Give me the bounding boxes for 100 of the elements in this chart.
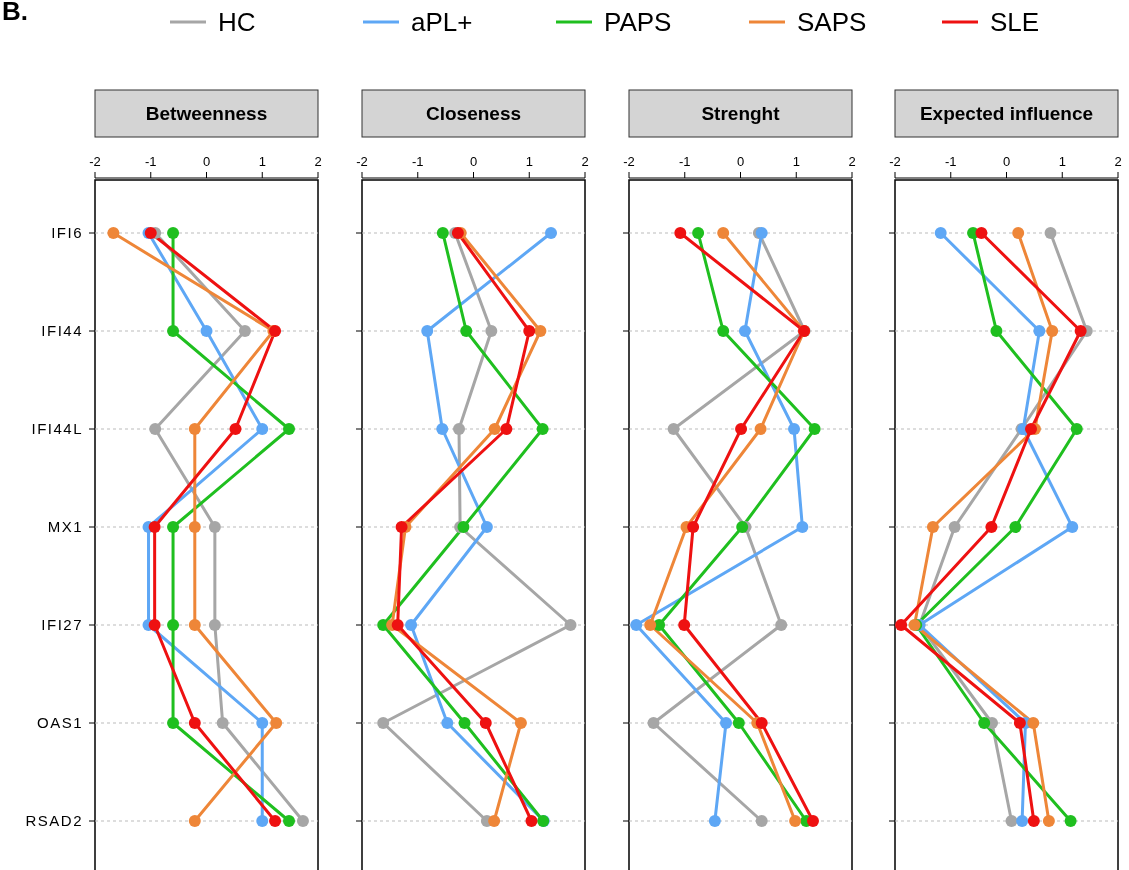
point [485, 325, 498, 337]
point [395, 521, 408, 533]
x-tick-label: 0 [469, 154, 478, 169]
x-tick-label: -1 [144, 154, 157, 169]
point [534, 325, 547, 337]
point [1012, 227, 1025, 239]
point [717, 227, 730, 239]
point [1016, 815, 1029, 827]
x-tick-label: 2 [1114, 154, 1122, 169]
chart-title: Betweenness [145, 103, 268, 124]
chart-title: Closeness [425, 103, 522, 124]
point [377, 717, 390, 729]
point [238, 325, 251, 337]
point [985, 521, 998, 533]
point [405, 619, 418, 631]
point [644, 619, 657, 631]
point [1005, 815, 1018, 827]
point [256, 423, 269, 435]
y-tick-label: IFI44 [41, 322, 83, 339]
point [1033, 325, 1046, 337]
point [208, 521, 221, 533]
x-tick-label: 0 [736, 154, 745, 169]
point [167, 619, 180, 631]
x-tick-label: -1 [411, 154, 424, 169]
point [460, 325, 473, 337]
point [1027, 815, 1040, 827]
x-tick-label: 2 [581, 154, 589, 169]
point [796, 521, 809, 533]
point [453, 423, 466, 435]
legend-label: PAPS [604, 7, 672, 37]
x-tick-label: 0 [1002, 154, 1011, 169]
x-tick-label: 1 [525, 154, 533, 169]
point [167, 717, 180, 729]
point [544, 227, 557, 239]
point [270, 717, 283, 729]
point [735, 423, 748, 435]
point [296, 815, 309, 827]
point [1013, 717, 1026, 729]
point [525, 815, 538, 827]
point [283, 423, 296, 435]
point [188, 521, 201, 533]
chart-title: Strenght [701, 103, 781, 124]
point [458, 717, 471, 729]
point [708, 815, 721, 827]
x-tick-label: -1 [944, 154, 957, 169]
x-tick-label: 0 [202, 154, 211, 169]
x-tick-label: -2 [623, 154, 635, 169]
point [149, 423, 162, 435]
point [441, 717, 454, 729]
point [926, 521, 939, 533]
legend-label: SAPS [797, 7, 867, 37]
point [788, 423, 801, 435]
point [630, 619, 643, 631]
x-tick-label: -2 [89, 154, 101, 169]
y-tick-label: IFI6 [51, 224, 83, 241]
point [1074, 325, 1087, 337]
point [692, 227, 705, 239]
x-tick-label: 1 [1058, 154, 1066, 169]
point [1066, 521, 1079, 533]
point [148, 619, 161, 631]
chart-title: Expected influence [919, 103, 1094, 124]
point [167, 325, 180, 337]
point [421, 325, 434, 337]
point [208, 619, 221, 631]
y-tick-label: MX1 [47, 518, 83, 535]
point [269, 815, 282, 827]
text: B. [2, 0, 28, 26]
y-tick-label: IFI27 [41, 616, 83, 633]
point [564, 619, 577, 631]
x-tick-label: 1 [792, 154, 800, 169]
point [934, 227, 947, 239]
point [523, 325, 536, 337]
point [1009, 521, 1022, 533]
point [806, 815, 819, 827]
point [1044, 227, 1057, 239]
point [148, 521, 161, 533]
point [256, 717, 269, 729]
legend-label: aPL+ [411, 7, 473, 37]
point [536, 423, 549, 435]
x-tick-label: 2 [314, 154, 322, 169]
point [678, 619, 691, 631]
legend-label: SLE [990, 7, 1040, 37]
y-tick-label: RSAD2 [25, 812, 83, 829]
point [948, 521, 961, 533]
point [488, 815, 501, 827]
point [755, 815, 768, 827]
point [775, 619, 788, 631]
point [200, 325, 213, 337]
point [738, 325, 751, 337]
x-tick-label: -2 [356, 154, 368, 169]
point [895, 619, 908, 631]
point [990, 325, 1003, 337]
point [514, 717, 527, 729]
y-tick-label: OAS1 [36, 714, 83, 731]
point [732, 717, 745, 729]
point [755, 717, 768, 729]
legend-label: HC [218, 7, 256, 37]
point [1064, 815, 1077, 827]
point [436, 227, 449, 239]
point [436, 423, 449, 435]
